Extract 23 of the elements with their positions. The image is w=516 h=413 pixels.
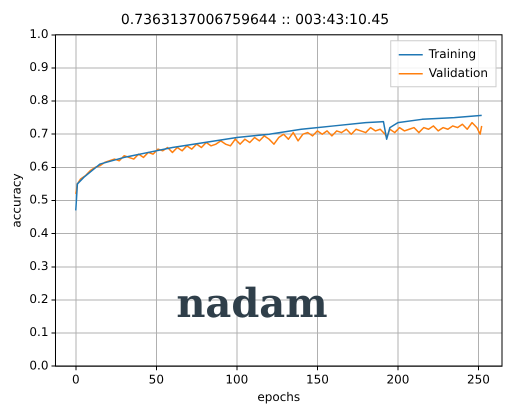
legend-label: Training	[428, 46, 476, 61]
y-tick-label: 0.5	[29, 192, 48, 207]
chart-title: 0.7363137006759644 :: 003:43:10.45	[120, 12, 390, 28]
y-tick-label: 0.2	[29, 292, 48, 306]
y-tick-label: 1.0	[29, 26, 48, 41]
legend-label: Validation	[428, 66, 488, 80]
x-tick-label: 200	[386, 372, 410, 387]
x-axis-title: epochs	[257, 390, 300, 404]
y-tick-label: 0.1	[29, 325, 48, 340]
x-tick-label: 50	[148, 372, 164, 387]
y-axis-title: accuracy	[9, 173, 24, 228]
x-tick-label: 0	[72, 372, 80, 387]
y-tick-label: 0.4	[29, 226, 48, 240]
x-tick-label: 100	[225, 372, 248, 387]
annotation: nadam	[176, 280, 328, 327]
y-tick-label: 0.7	[29, 126, 48, 140]
y-tick-label: 0.0	[29, 358, 48, 372]
y-tick-label: 0.8	[29, 93, 48, 108]
y-tick-label: 0.6	[29, 159, 48, 174]
x-tick-label: 150	[306, 372, 329, 387]
x-tick-label: 250	[467, 372, 490, 387]
y-tick-label: 0.9	[29, 60, 48, 74]
y-tick-label: 0.3	[29, 258, 48, 273]
